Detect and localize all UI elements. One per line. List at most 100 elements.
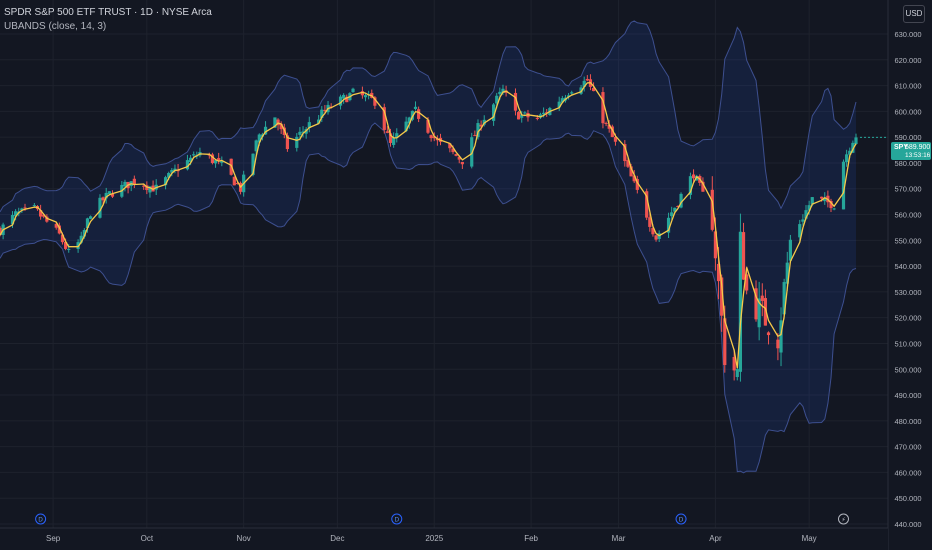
candle-body: [23, 207, 27, 209]
candle-body: [570, 92, 574, 94]
candle: [163, 175, 168, 190]
price-axis-label: 510.000: [894, 339, 921, 348]
candle: [363, 93, 368, 102]
candle: [691, 169, 696, 183]
candle: [513, 88, 518, 116]
candle-body: [217, 158, 221, 161]
price-axis[interactable]: [888, 0, 932, 550]
candle: [851, 140, 855, 154]
candle-body: [523, 112, 527, 114]
candle-body: [373, 97, 377, 106]
candle: [854, 133, 858, 146]
candle-body: [317, 119, 321, 124]
candle-body: [363, 95, 368, 98]
candle-body: [170, 170, 174, 173]
time-axis[interactable]: [0, 528, 888, 550]
candle-body: [251, 153, 255, 176]
candle: [741, 222, 746, 280]
price-axis-label: 630.000: [894, 30, 921, 39]
candle: [670, 206, 674, 220]
candle: [173, 164, 177, 174]
candle-body: [254, 140, 258, 152]
candle-body: [679, 193, 683, 208]
time-axis-label: Apr: [709, 534, 722, 543]
price-axis-label: 580.000: [894, 159, 921, 168]
candle-body: [188, 157, 193, 162]
candle-body: [710, 189, 714, 230]
candle: [85, 217, 90, 233]
candle-body: [285, 135, 290, 150]
time-axis-label: Mar: [612, 534, 626, 543]
candle-body: [104, 192, 108, 199]
candle: [732, 348, 736, 381]
candle: [276, 118, 280, 131]
candle: [557, 96, 561, 112]
price-axis-label: 600.000: [894, 107, 921, 116]
candle-body: [10, 214, 15, 225]
candle-body: [782, 282, 786, 315]
earnings-dividend-icon[interactable]: D: [35, 513, 47, 525]
price-axis-label: 540.000: [894, 262, 921, 271]
price-axis-label: 520.000: [894, 314, 921, 323]
price-axis-label: 470.000: [894, 443, 921, 452]
currency-button[interactable]: USD: [903, 5, 925, 23]
earnings-dividend-icon[interactable]: D: [675, 513, 687, 525]
candle: [585, 75, 589, 82]
candle-body: [513, 92, 518, 111]
candle-body: [604, 122, 608, 124]
candle-body: [345, 96, 349, 103]
candle-body: [820, 196, 824, 199]
candle: [648, 212, 652, 232]
candle: [738, 213, 743, 382]
candle-body: [691, 174, 696, 179]
candle: [448, 143, 452, 153]
candle-body: [454, 154, 458, 156]
candle: [413, 101, 418, 111]
lightning-icon[interactable]: ⚡: [838, 513, 850, 525]
grid: [0, 0, 888, 540]
candle-body: [738, 231, 743, 372]
candle-body: [210, 154, 215, 164]
candle-body: [601, 92, 605, 124]
candle: [460, 161, 464, 169]
candle: [435, 135, 439, 146]
candle: [417, 106, 421, 123]
symbol-title[interactable]: SPDR S&P 500 ETF TRUST · 1D · NYSE Arca: [4, 7, 212, 18]
candle: [385, 126, 389, 134]
candle-body: [807, 205, 811, 211]
candle-body: [413, 106, 418, 109]
candle-body: [501, 88, 505, 93]
earnings-dividend-icon[interactable]: D: [391, 513, 403, 525]
candle: [373, 95, 377, 110]
price-axis-label: 480.000: [894, 417, 921, 426]
candle-body: [298, 131, 302, 135]
candle-body: [632, 175, 636, 182]
candle-body: [520, 114, 524, 118]
candle: [132, 175, 136, 189]
candle-body: [538, 114, 543, 118]
price-axis-label: 590.000: [894, 133, 921, 142]
candle-body: [479, 124, 483, 127]
candle: [757, 281, 761, 341]
price-axis-label: 440.000: [894, 520, 921, 529]
candle: [392, 132, 396, 148]
candle-body: [404, 121, 408, 132]
candle-body: [54, 223, 58, 228]
candle: [307, 116, 311, 133]
candle: [482, 115, 486, 127]
candle: [841, 159, 846, 210]
indicator-legend[interactable]: UBANDS (close, 14, 3): [4, 21, 107, 32]
candle-body: [498, 91, 502, 95]
candle-body: [395, 133, 399, 138]
candle: [766, 331, 771, 345]
candle: [395, 128, 399, 143]
candle: [676, 205, 680, 208]
candle: [388, 128, 393, 147]
candle-body: [848, 150, 852, 155]
candle: [98, 194, 102, 219]
candle: [679, 192, 683, 209]
ubands-lower-line: [0, 122, 857, 474]
candle-body: [451, 148, 455, 153]
candle-body: [67, 249, 71, 251]
